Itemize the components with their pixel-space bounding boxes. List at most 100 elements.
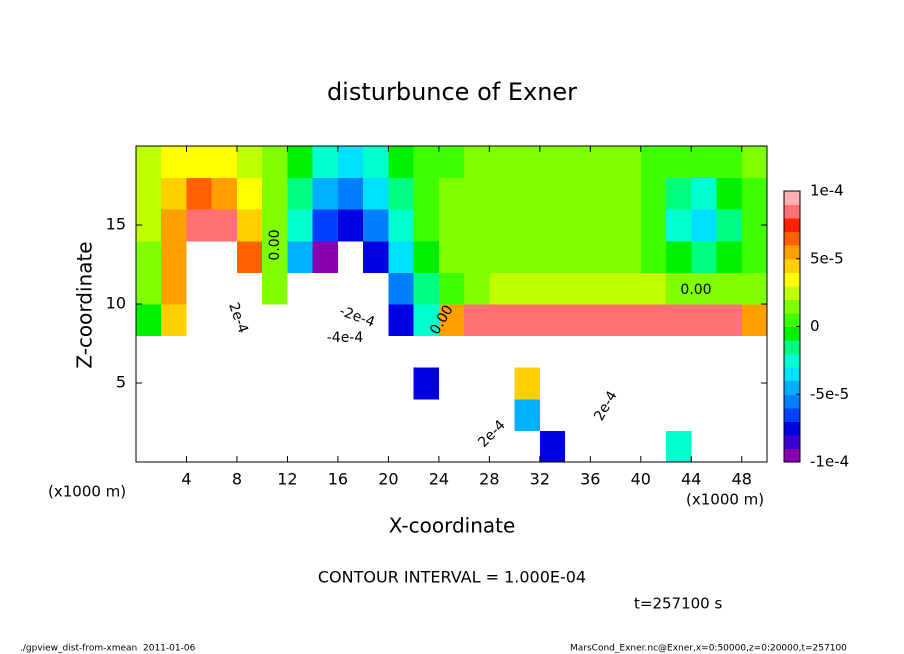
annotation: MarsCond_Exner.nc@Exner,x=0:50000,z=0:20… [570,644,847,654]
field-cell [691,240,718,273]
field-cell [363,146,389,179]
colorbar-tick-label: 5e-5 [810,249,844,267]
field-cell [691,146,718,179]
field-cell [211,240,238,273]
field-cell [615,398,642,431]
annotation: CONTOUR INTERVAL = 1.000E-04 [318,568,586,587]
field-cell [464,240,490,273]
field-cell [615,177,642,210]
field-cell [236,398,263,431]
field-cell [438,209,465,242]
field-cell [514,209,541,242]
field-cell [489,146,516,179]
field-cell [741,398,768,431]
field-cell [262,398,288,431]
field-cell [438,367,465,400]
field-cell [363,209,389,242]
field-cell [161,430,187,463]
field-cell [161,335,187,368]
colorbar-band [784,218,800,233]
field-cell [161,146,187,179]
annotation: (x1000 m) [686,491,764,509]
field-cell [337,272,364,305]
contour-label: 0.00 [680,282,711,298]
field-cell [691,177,718,210]
field-cell [363,177,389,210]
colorbar-band [784,285,800,300]
field-cell [640,430,667,463]
field-cell [489,367,516,400]
annotation: (x1000 m) [48,483,126,501]
field-cell [666,304,692,337]
field-cell [413,177,440,210]
field-cell [741,177,768,210]
field-cell [514,177,541,210]
field-cell [186,209,213,242]
field-cell [539,430,566,463]
field-cell [211,304,238,337]
field-cell [186,335,213,368]
field-cell [640,146,667,179]
colorbar-tick-label: -5e-5 [810,385,849,403]
field-cell [413,272,440,305]
field-cell [716,146,743,179]
field-cell [337,177,364,210]
x-tick-label: 28 [479,470,499,489]
field-cell [287,335,314,368]
field-cell [438,398,465,431]
field-cell [666,209,692,242]
field-cell [438,240,465,273]
field-cell [640,398,667,431]
colorbar-band [784,353,800,368]
field-cell [666,367,692,400]
field-cell [565,272,591,305]
field-cell [489,304,516,337]
field-cell [489,398,516,431]
field-cell [741,240,768,273]
field-cell [236,146,263,179]
colorbar-band [784,340,800,355]
field-cell [666,177,692,210]
field-cell [691,367,718,400]
colorbar-band [784,258,800,273]
field-cell [262,304,288,337]
x-tick-label: 36 [580,470,600,489]
colorbar-band [784,231,800,246]
field-cell [514,398,541,431]
field-cell [691,398,718,431]
field-cell [640,272,667,305]
field-cell [590,398,617,431]
field-cell [262,240,288,273]
field-cell [539,209,566,242]
field-cell [287,240,314,273]
field-cell [489,430,516,463]
field-cell [186,240,213,273]
field-cell [615,335,642,368]
colorbar-band [784,407,800,422]
colorbar-band [784,245,800,260]
field-cell [565,209,591,242]
field-cell [539,335,566,368]
field-cell [464,335,490,368]
field-cell [312,146,339,179]
field-cell [388,209,415,242]
colorbar-band [784,326,800,341]
field-cell [337,146,364,179]
field-cell [287,177,314,210]
field-cell [413,240,440,273]
field-cell [438,177,465,210]
field-cell [590,209,617,242]
field-cell [615,272,642,305]
field-cell [716,335,743,368]
field-cell [337,398,364,431]
field-cell [640,209,667,242]
field-cell [136,272,162,305]
field-cell [514,367,541,400]
field-cell [666,272,692,305]
field-cell [464,304,490,337]
field-cell [236,335,263,368]
colorbar-band [784,421,800,436]
field-cell [514,240,541,273]
field-cell [539,304,566,337]
field-cell [388,240,415,273]
